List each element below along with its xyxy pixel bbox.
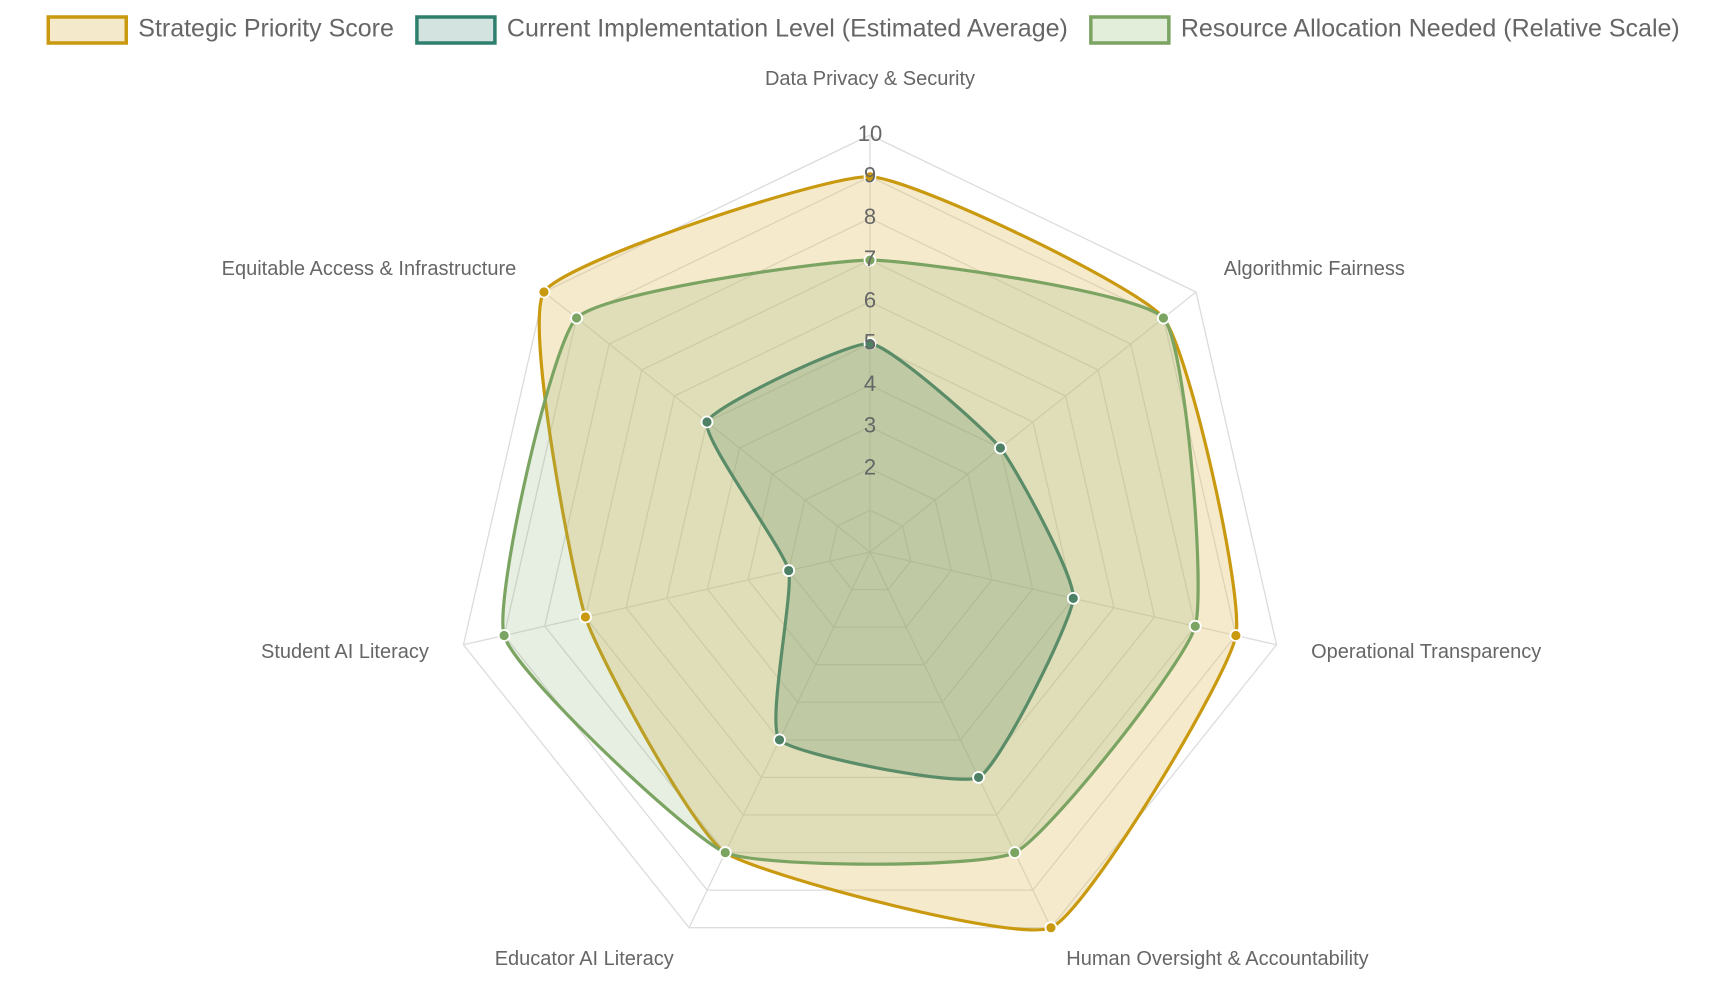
point-current-implementation-level-estimated-average-educator-ai-literacy[interactable] [773, 733, 786, 747]
point-strategic-priority-score-student-ai-literacy[interactable] [579, 610, 592, 624]
point-resource-allocation-needed-relative-scale-equitable-access-infrastructure[interactable] [570, 311, 583, 325]
legend-swatch-current-implementation-level-estimated-average[interactable] [415, 15, 497, 45]
point-strategic-priority-score-human-oversight-accountability[interactable] [1044, 921, 1058, 935]
grid-ring-1 [828, 509, 912, 591]
legend-swatch-resource-allocation-needed-relative-scale[interactable] [1089, 15, 1171, 45]
axis-label-student-ai-literacy: Student AI Literacy [261, 641, 429, 663]
axis-label-operational-transparency: Operational Transparency [1311, 641, 1541, 663]
point-resource-allocation-needed-relative-scale-data-privacy-security[interactable] [863, 253, 877, 267]
legend-swatch-strategic-priority-score[interactable] [46, 15, 129, 45]
tick-label-2: 2 [864, 454, 876, 479]
point-current-implementation-level-estimated-average-equitable-access-infrastructure[interactable] [700, 415, 714, 429]
tick-label-9: 9 [864, 163, 876, 188]
tick-label-8: 8 [864, 204, 876, 229]
tick-label-10: 10 [858, 121, 882, 146]
tick-label-7: 7 [864, 246, 876, 271]
legend: Strategic Priority Score Current Implemen… [46, 15, 1680, 45]
tick-label-5: 5 [864, 329, 876, 354]
tick-label-6: 6 [864, 288, 876, 313]
series-area-resource-allocation-needed-relative-scale [501, 258, 1200, 866]
legend-label-resource-allocation-needed-relative-scale[interactable]: Resource Allocation Needed (Relative Sca… [1181, 15, 1680, 43]
grid-ring-7 [584, 259, 1156, 816]
point-current-implementation-level-estimated-average-human-oversight-accountability[interactable] [972, 771, 985, 784]
radar-axis-labels: Data Privacy & Security Algorithmic Fairn… [222, 68, 1542, 970]
spoke-algorithmic-fairness [869, 291, 1197, 553]
point-strategic-priority-score-operational-transparency[interactable] [1229, 629, 1243, 642]
grid-ring-9 [503, 175, 1237, 891]
point-current-implementation-level-estimated-average-student-ai-literacy[interactable] [782, 564, 796, 577]
point-current-implementation-level-estimated-average-operational-transparency[interactable] [1066, 592, 1080, 605]
grid-ring-4 [706, 384, 1034, 703]
grid-ring-6 [625, 301, 1115, 779]
grid-ring-5 [666, 342, 1074, 741]
spoke-student-ai-literacy [463, 551, 871, 646]
series-area-current-implementation-level-estimated-average [705, 341, 1075, 781]
grid-ring-2 [787, 467, 953, 628]
axis-label-data-privacy-security: Data Privacy & Security [765, 68, 975, 90]
grid-ring-8 [544, 217, 1196, 854]
axis-label-equitable-access-infrastructure: Equitable Access & Infrastructure [222, 258, 517, 280]
point-strategic-priority-score-equitable-access-infrastructure[interactable] [537, 285, 551, 299]
point-strategic-priority-score-data-privacy-security[interactable] [863, 170, 877, 184]
point-resource-allocation-needed-relative-scale-student-ai-literacy[interactable] [497, 629, 511, 642]
tick-label-3: 3 [864, 413, 876, 438]
axis-label-human-oversight-accountability: Human Oversight & Accountability [1066, 948, 1368, 970]
point-resource-allocation-needed-relative-scale-algorithmic-fairness[interactable] [1157, 311, 1170, 325]
point-resource-allocation-needed-relative-scale-operational-transparency[interactable] [1188, 619, 1202, 633]
axis-label-educator-ai-literacy: Educator AI Literacy [495, 948, 674, 970]
point-current-implementation-level-estimated-average-algorithmic-fairness[interactable] [994, 441, 1007, 455]
radar-tick-labels: 2 3 4 5 6 7 8 9 10 [858, 121, 882, 480]
point-current-implementation-level-estimated-average-data-privacy-security[interactable] [863, 337, 877, 350]
radar-series [497, 170, 1243, 935]
axis-label-algorithmic-fairness: Algorithmic Fairness [1224, 258, 1405, 280]
legend-label-current-implementation-level-estimated-average[interactable]: Current Implementation Level (Estimated … [507, 15, 1068, 43]
tick-label-4: 4 [864, 371, 876, 396]
grid-ring-3 [747, 426, 993, 666]
grid-ring-10 [462, 134, 1278, 929]
spoke-human-oversight-accountability [869, 551, 1052, 928]
point-resource-allocation-needed-relative-scale-human-oversight-accountability[interactable] [1008, 846, 1022, 859]
point-resource-allocation-needed-relative-scale-educator-ai-literacy[interactable] [718, 846, 732, 859]
legend-label-strategic-priority-score[interactable]: Strategic Priority Score [138, 15, 394, 43]
